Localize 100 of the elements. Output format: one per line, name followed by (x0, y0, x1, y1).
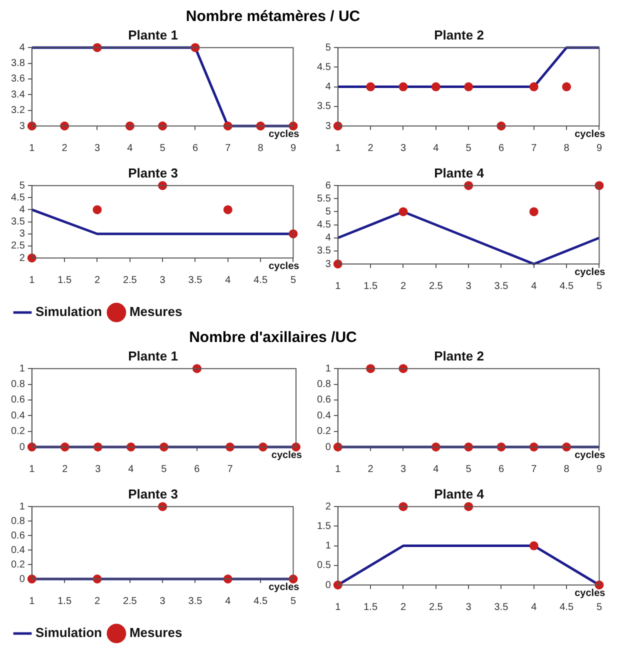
y-tick-label: 5 (19, 180, 26, 192)
x-tick-label: 6 (192, 142, 198, 154)
point (398, 207, 408, 216)
legend-label: Simulation (36, 625, 102, 640)
y-tick-label: 4.5 (316, 62, 332, 73)
x-tick-label: 6 (194, 464, 200, 475)
y-tick-label: 0.6 (10, 530, 26, 542)
x-tick-label: 4.5 (254, 596, 268, 607)
y-tick-label: 0 (325, 442, 332, 453)
y-tick-label: 4.5 (10, 192, 26, 204)
chart-title: Plante 4 (434, 486, 485, 502)
y-tick-label: 4.5 (316, 220, 332, 231)
y-tick-label: 3 (19, 228, 26, 240)
y-tick-label: 0.4 (10, 544, 26, 556)
x-tick-label: 8 (564, 464, 570, 475)
x-tick-label: 1 (335, 280, 342, 292)
y-tick-label: 0 (19, 574, 26, 585)
y-tick-label: 2.5 (10, 240, 26, 252)
y-tick-label: 6 (325, 180, 332, 192)
chart-title: Plante 2 (434, 27, 484, 42)
x-tick-label: 2 (62, 464, 68, 475)
x-tick-label: 4 (128, 464, 134, 475)
x-tick-label: 3 (160, 274, 166, 286)
chart-title: Plante 1 (128, 27, 178, 42)
y-tick-label: 3.4 (10, 89, 26, 100)
x-tick-label: 3.5 (188, 274, 203, 286)
y-tick-label: 4 (19, 42, 26, 54)
x-tick-label: 4 (225, 596, 232, 607)
x-tick-label: 4.5 (560, 280, 574, 292)
x-axis-title: cycles (268, 582, 300, 593)
point (529, 207, 538, 216)
y-tick-label: 0 (325, 580, 332, 591)
y-tick-label: 0.6 (316, 394, 332, 406)
x-tick-label: 4 (433, 464, 440, 475)
y-tick-label: 0.2 (10, 559, 26, 570)
y-tick-label: 0 (19, 442, 26, 453)
chart-title: Plante 3 (128, 486, 178, 502)
x-tick-label: 5 (161, 464, 168, 475)
x-tick-label: 1.5 (364, 280, 378, 292)
y-tick-label: 1.5 (316, 520, 332, 532)
x-tick-label: 3 (466, 602, 472, 613)
text: Nombre d'axillaires /UC (188, 329, 358, 347)
y-tick-label: 1 (19, 363, 26, 374)
chart-title: Plante 1 (128, 348, 178, 364)
y-tick-label: 0.8 (316, 379, 332, 390)
x-tick-label: 2.5 (122, 596, 138, 607)
x-tick-label: 5 (160, 142, 166, 154)
x-tick-label: 2 (94, 274, 100, 286)
x-tick-label: 4.5 (254, 274, 268, 286)
x-axis-title: cycles (268, 260, 300, 272)
y-tick-label: 2 (19, 252, 26, 264)
x-tick-label: 6 (498, 464, 504, 475)
x-tick-label: 1 (29, 274, 36, 286)
y-tick-label: 4 (19, 204, 26, 216)
x-tick-label: 3 (95, 464, 102, 475)
x-tick-label: 2 (400, 602, 406, 613)
y-tick-label: 3 (325, 120, 332, 132)
x-tick-label: 4 (531, 602, 538, 613)
y-tick-label: 3.5 (10, 216, 26, 228)
x-tick-label: 7 (531, 464, 538, 475)
x-tick-label: 1.5 (58, 274, 72, 286)
point (223, 205, 232, 214)
x-tick-label: 3 (466, 280, 472, 292)
x-tick-label: 2 (62, 142, 68, 154)
x-tick-label: 2 (94, 596, 100, 607)
x-tick-label: 4 (225, 274, 232, 286)
y-tick-label: 5.5 (316, 193, 332, 204)
point (92, 205, 102, 214)
x-tick-label: 7 (227, 464, 234, 475)
chart-title: Plante 4 (434, 165, 485, 180)
x-tick-label: 1 (29, 596, 36, 607)
y-tick-label: 0.5 (316, 560, 332, 572)
x-tick-label: 4 (433, 142, 440, 154)
y-tick-label: 0.4 (316, 410, 332, 422)
x-tick-label: 6 (498, 142, 504, 154)
y-tick-label: 1 (19, 501, 26, 512)
y-tick-label: 3.6 (10, 74, 26, 85)
x-tick-label: 3 (400, 464, 406, 475)
x-tick-label: 1 (335, 142, 342, 154)
x-tick-label: 4.5 (560, 602, 574, 613)
y-tick-label: 4 (325, 232, 332, 244)
point (529, 541, 538, 550)
x-axis-title: cycles (574, 128, 606, 140)
x-tick-label: 2 (368, 464, 374, 475)
y-tick-label: 3 (19, 120, 26, 132)
x-tick-label: 3.5 (494, 280, 509, 292)
x-tick-label: 4 (127, 142, 134, 154)
y-tick-label: 3.2 (10, 105, 26, 116)
legend-label: Mesures (129, 625, 182, 640)
legend-label: Mesures (129, 304, 182, 320)
y-tick-label: 3.8 (10, 58, 26, 70)
y-tick-label: 0.2 (10, 426, 26, 438)
y-tick-label: 0.6 (10, 394, 26, 406)
x-tick-label: 4 (531, 280, 538, 292)
y-tick-label: 2 (325, 501, 332, 512)
x-tick-label: 3 (400, 142, 406, 154)
x-axis-title: cycles (574, 450, 606, 461)
y-tick-label: 5 (325, 206, 332, 218)
x-tick-label: 9 (596, 142, 602, 154)
y-tick-label: 0.8 (10, 516, 26, 527)
